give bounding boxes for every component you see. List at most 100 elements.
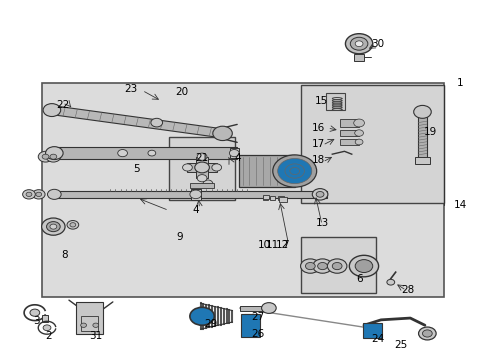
Bar — [239, 306, 268, 311]
Bar — [42, 83, 444, 297]
Bar — [189, 183, 214, 188]
Bar — [300, 85, 444, 203]
Text: 27: 27 — [251, 312, 264, 322]
Circle shape — [354, 139, 362, 145]
Circle shape — [197, 153, 206, 160]
Circle shape — [211, 164, 221, 171]
Circle shape — [26, 192, 32, 197]
Circle shape — [194, 162, 209, 173]
Circle shape — [41, 218, 65, 235]
Circle shape — [22, 190, 35, 199]
Text: 10: 10 — [257, 239, 270, 249]
Bar — [300, 237, 375, 293]
Bar — [277, 196, 283, 200]
Bar — [353, 54, 363, 61]
Bar — [81, 316, 98, 330]
Circle shape — [418, 327, 435, 340]
Circle shape — [386, 279, 394, 285]
Circle shape — [300, 259, 320, 273]
Circle shape — [203, 180, 212, 187]
Text: 3: 3 — [33, 316, 40, 326]
Circle shape — [354, 260, 372, 273]
Text: 16: 16 — [311, 123, 325, 133]
Circle shape — [197, 175, 206, 182]
Circle shape — [45, 147, 63, 159]
Polygon shape — [51, 106, 223, 138]
Circle shape — [353, 119, 364, 127]
Bar — [243, 315, 257, 334]
Circle shape — [312, 259, 331, 273]
Bar — [229, 148, 238, 158]
Circle shape — [47, 189, 61, 199]
Bar — [326, 93, 344, 110]
Circle shape — [189, 190, 201, 199]
Bar — [238, 155, 294, 187]
Circle shape — [317, 262, 327, 270]
Circle shape — [118, 149, 127, 157]
Bar — [196, 157, 207, 178]
Text: 30: 30 — [371, 39, 384, 49]
Text: 5: 5 — [133, 164, 139, 174]
Text: 4: 4 — [234, 153, 241, 163]
Text: 9: 9 — [177, 232, 183, 242]
Bar — [339, 119, 358, 127]
Bar — [263, 196, 267, 200]
Bar — [168, 137, 234, 200]
Bar — [187, 163, 216, 172]
Text: 15: 15 — [314, 96, 327, 106]
Circle shape — [272, 155, 316, 187]
Text: 29: 29 — [204, 319, 218, 329]
Text: 31: 31 — [89, 331, 102, 341]
Circle shape — [93, 323, 99, 327]
Bar — [362, 323, 382, 338]
Circle shape — [43, 104, 61, 117]
Circle shape — [151, 118, 162, 127]
Circle shape — [30, 309, 40, 316]
Text: 11: 11 — [265, 239, 279, 249]
Text: 13: 13 — [315, 218, 328, 228]
Bar — [270, 196, 275, 200]
Circle shape — [348, 255, 378, 277]
Text: 4: 4 — [192, 206, 199, 216]
Circle shape — [148, 150, 156, 156]
Text: 12: 12 — [275, 239, 288, 249]
Circle shape — [67, 221, 79, 229]
Circle shape — [42, 154, 49, 159]
Text: 8: 8 — [61, 250, 67, 260]
Circle shape — [229, 149, 239, 157]
Text: 20: 20 — [175, 87, 188, 97]
Bar — [417, 112, 426, 158]
Bar — [52, 191, 327, 198]
Circle shape — [38, 151, 53, 162]
Text: 2: 2 — [45, 331, 52, 341]
Circle shape — [312, 189, 327, 200]
Bar — [76, 302, 103, 334]
Circle shape — [422, 330, 431, 337]
Circle shape — [50, 154, 57, 159]
Bar — [52, 147, 237, 159]
Text: 6: 6 — [355, 274, 362, 284]
Text: 18: 18 — [311, 155, 325, 165]
Circle shape — [46, 151, 61, 162]
Circle shape — [189, 307, 214, 325]
Text: 19: 19 — [423, 127, 436, 136]
Circle shape — [354, 41, 362, 46]
Circle shape — [70, 223, 76, 227]
Text: 21: 21 — [195, 153, 208, 163]
Circle shape — [81, 323, 86, 327]
Circle shape — [212, 126, 232, 140]
Circle shape — [277, 158, 311, 184]
Circle shape — [36, 192, 41, 197]
Bar — [414, 157, 429, 164]
Circle shape — [327, 259, 346, 273]
Text: 1: 1 — [456, 78, 463, 88]
Circle shape — [345, 34, 372, 54]
Bar — [240, 314, 260, 337]
Circle shape — [289, 167, 299, 175]
Circle shape — [331, 262, 341, 270]
Text: 25: 25 — [393, 340, 407, 350]
Text: 17: 17 — [311, 139, 325, 149]
Circle shape — [261, 303, 276, 314]
Text: 23: 23 — [124, 84, 138, 94]
Circle shape — [182, 164, 192, 171]
